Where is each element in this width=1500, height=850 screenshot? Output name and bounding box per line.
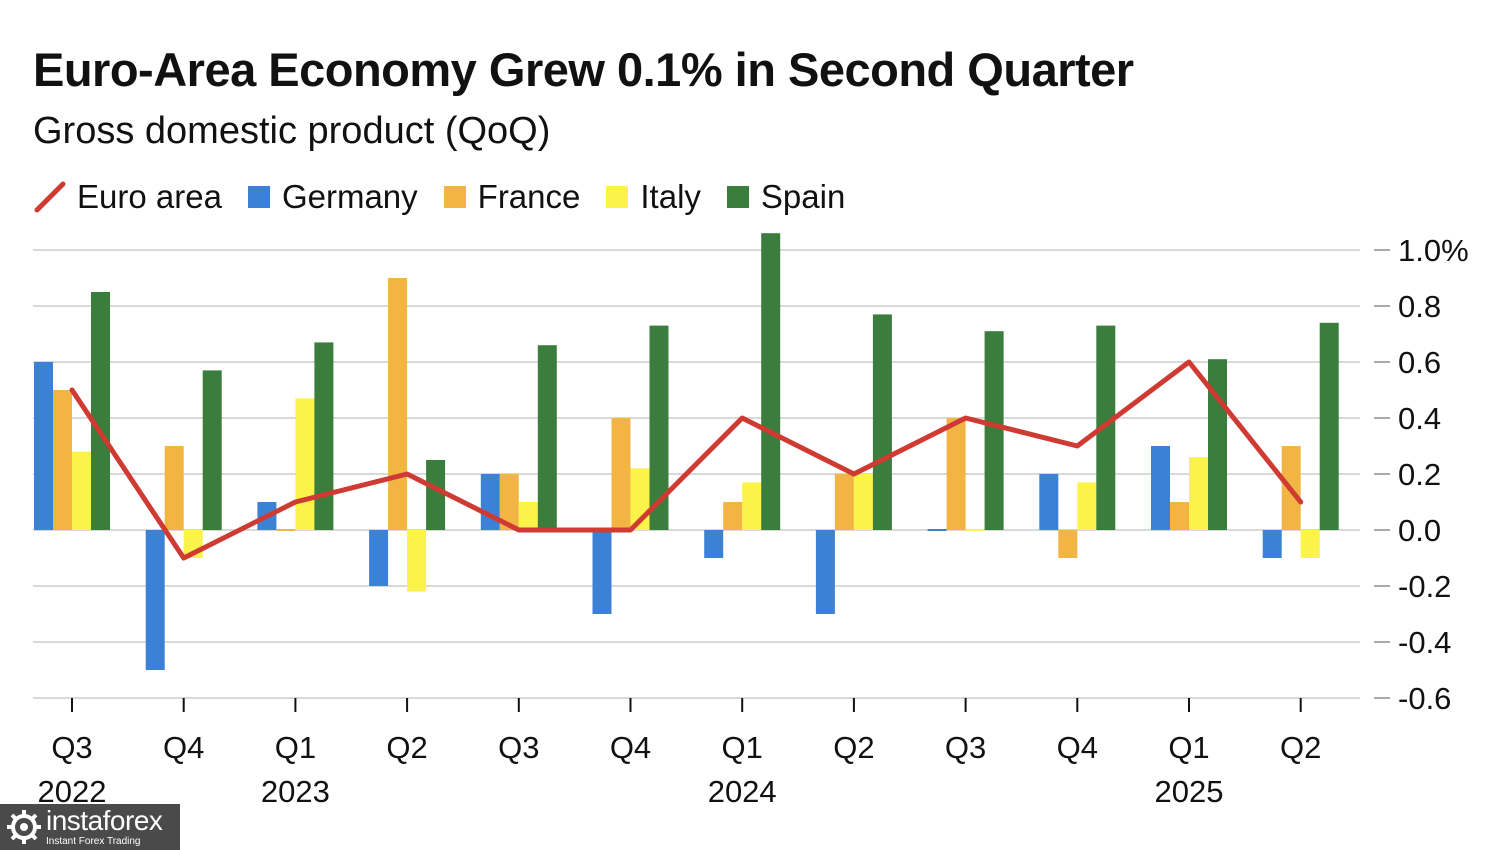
x-tick-label: Q3 xyxy=(498,730,539,765)
bar-italy xyxy=(965,529,985,531)
bar-italy xyxy=(1189,457,1208,530)
x-tick-label: Q2 xyxy=(833,730,874,765)
legend-label: Euro area xyxy=(77,178,222,215)
bar-france xyxy=(276,529,296,531)
x-tick-label: Q1 xyxy=(1168,730,1209,765)
x-tick-label: Q1 xyxy=(722,730,763,765)
x-tick-label: Q3 xyxy=(945,730,986,765)
bar-germany xyxy=(1039,474,1059,530)
bar-france xyxy=(388,278,408,530)
bar-spain xyxy=(1096,325,1116,530)
bar-spain xyxy=(761,233,781,530)
bar-france xyxy=(53,390,72,530)
y-tick-label: -0.4 xyxy=(1398,625,1451,660)
bar-spain xyxy=(649,325,669,530)
x-year-label: 2025 xyxy=(1155,774,1224,809)
chart-legend: Euro area Germany France Italy Spain xyxy=(33,178,871,216)
bar-germany xyxy=(145,530,165,670)
legend-item-france: France xyxy=(443,178,581,216)
bar-germany xyxy=(927,529,947,531)
bar-france xyxy=(723,502,743,530)
line-euro-area xyxy=(69,359,1304,561)
y-tick-label: 0.0 xyxy=(1398,513,1441,548)
bar-spain xyxy=(1319,322,1339,530)
legend-label: Spain xyxy=(760,178,846,215)
bar-france xyxy=(946,418,966,530)
bar-france xyxy=(611,418,631,530)
legend-item-euro-area: Euro area xyxy=(33,178,222,216)
bar-germany xyxy=(34,362,53,530)
bar-spain xyxy=(984,331,1004,530)
bar-france xyxy=(1058,530,1078,558)
y-tick-label: 0.6 xyxy=(1398,345,1441,380)
y-tick-label: -0.2 xyxy=(1398,569,1451,604)
bar-germany xyxy=(1262,530,1282,558)
y-tick-label: 0.2 xyxy=(1398,457,1441,492)
x-tick-label: Q2 xyxy=(386,730,427,765)
x-tick-label: Q4 xyxy=(1057,730,1098,765)
bar-spain xyxy=(202,370,222,530)
legend-swatch xyxy=(443,186,466,208)
legend-line-swatch xyxy=(34,181,66,213)
bar-italy xyxy=(72,451,91,530)
bar-italy xyxy=(518,502,538,530)
x-tick-label: Q1 xyxy=(275,730,316,765)
bar-france xyxy=(1170,502,1189,530)
legend-label: Germany xyxy=(281,178,418,215)
legend-item-spain: Spain xyxy=(726,178,846,216)
bar-spain xyxy=(537,345,557,530)
bar-spain xyxy=(314,342,334,530)
bar-germany xyxy=(815,530,835,614)
bar-italy xyxy=(295,398,315,530)
bar-italy xyxy=(407,530,427,592)
bar-italy xyxy=(1077,482,1097,530)
bar-germany xyxy=(1151,446,1170,530)
bar-france xyxy=(164,446,184,530)
x-year-label: 2023 xyxy=(261,774,330,809)
chart-title: Euro-Area Economy Grew 0.1% in Second Qu… xyxy=(33,43,1134,96)
x-year-label: 2022 xyxy=(38,774,107,809)
y-tick-label: 0.8 xyxy=(1398,289,1441,324)
legend-label: France xyxy=(477,178,581,215)
x-tick-label: Q3 xyxy=(51,730,92,765)
bar-italy xyxy=(742,482,762,530)
bar-germany xyxy=(369,530,389,586)
bar-italy xyxy=(853,474,873,530)
bar-france xyxy=(834,474,854,530)
x-tick-label: Q4 xyxy=(163,730,204,765)
x-tick-label: Q2 xyxy=(1280,730,1321,765)
legend-swatch xyxy=(726,186,749,208)
legend-item-germany: Germany xyxy=(247,178,418,216)
watermark-brand: instaforex xyxy=(46,805,163,836)
y-tick-label: -0.6 xyxy=(1398,681,1451,716)
x-tick-label: Q4 xyxy=(610,730,651,765)
instaforex-watermark: instaforex Instant Forex Trading xyxy=(0,804,180,850)
legend-swatch xyxy=(606,186,629,208)
bar-spain xyxy=(1208,359,1227,530)
bar-germany xyxy=(592,530,612,614)
y-tick-label: 1.0% xyxy=(1398,233,1469,268)
legend-item-italy: Italy xyxy=(606,178,701,216)
x-year-label: 2024 xyxy=(708,774,777,809)
bar-spain xyxy=(426,460,446,530)
bar-italy xyxy=(1300,530,1320,558)
bar-spain xyxy=(872,314,892,530)
bar-france xyxy=(499,474,519,530)
instaforex-logo-icon xyxy=(7,810,41,844)
y-tick-label: 0.4 xyxy=(1398,401,1441,436)
watermark-tagline: Instant Forex Trading xyxy=(46,836,141,847)
bar-germany xyxy=(704,530,724,558)
legend-label: Italy xyxy=(640,178,701,215)
chart-subtitle: Gross domestic product (QoQ) xyxy=(33,110,551,152)
legend-swatch xyxy=(247,186,270,208)
bar-spain xyxy=(91,292,110,530)
